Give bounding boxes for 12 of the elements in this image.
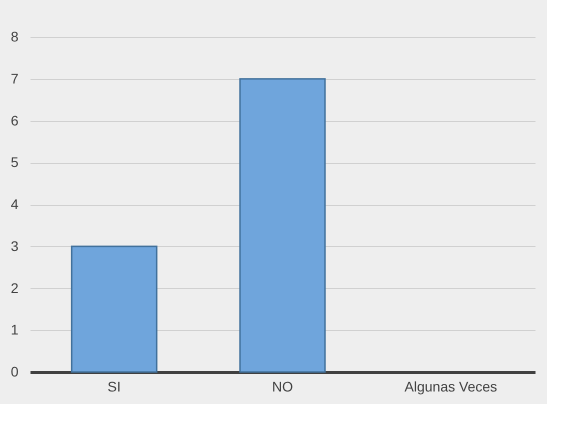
y-tick-label: 6 [10, 112, 19, 128]
x-tick-label: SI [108, 378, 121, 394]
y-tick-label: 8 [10, 28, 19, 44]
y-tick-label: 7 [10, 70, 19, 86]
y-tick-label: 5 [10, 154, 19, 170]
y-tick-label: 2 [10, 280, 19, 296]
x-tick-label: NO [272, 378, 294, 394]
x-tick-label: Algunas Veces [404, 378, 498, 394]
y-tick-label: 1 [10, 322, 19, 338]
y-tick-label: 0 [10, 364, 19, 380]
y-tick-label: 4 [10, 196, 19, 212]
y-tick-label: 3 [10, 238, 19, 254]
